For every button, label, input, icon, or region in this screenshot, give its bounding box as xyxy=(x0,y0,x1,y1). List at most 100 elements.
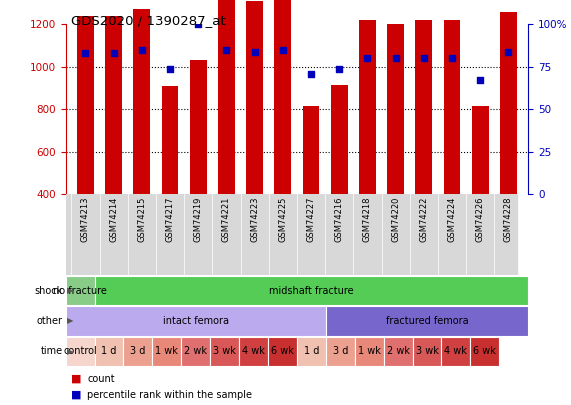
Bar xyxy=(326,307,528,335)
Text: 6 wk: 6 wk xyxy=(271,346,294,356)
Bar xyxy=(66,307,326,335)
Text: fractured femora: fractured femora xyxy=(385,316,468,326)
Point xyxy=(335,65,344,72)
Point xyxy=(307,70,316,77)
Text: intact femora: intact femora xyxy=(163,316,229,326)
Text: 2 wk: 2 wk xyxy=(387,346,409,356)
Bar xyxy=(444,105,460,279)
Point xyxy=(278,47,287,53)
Text: GSM74213: GSM74213 xyxy=(81,197,90,242)
Text: 4 wk: 4 wk xyxy=(242,346,265,356)
Text: ▶: ▶ xyxy=(67,316,73,326)
Text: shock: shock xyxy=(35,286,63,296)
Text: control: control xyxy=(63,346,97,356)
Bar xyxy=(326,337,355,366)
Text: count: count xyxy=(87,374,115,384)
Bar xyxy=(355,337,384,366)
Text: midshaft fracture: midshaft fracture xyxy=(269,286,353,296)
Bar xyxy=(162,86,179,194)
Bar xyxy=(415,20,432,194)
Text: GSM74218: GSM74218 xyxy=(363,197,372,242)
Bar xyxy=(218,39,235,279)
Text: ▶: ▶ xyxy=(67,347,73,356)
Text: GSM74220: GSM74220 xyxy=(391,197,400,242)
Bar xyxy=(472,106,489,194)
Point xyxy=(419,55,428,62)
Text: 4 wk: 4 wk xyxy=(444,346,467,356)
Text: GSM74214: GSM74214 xyxy=(109,197,118,242)
Bar xyxy=(239,337,268,366)
Text: GSM74222: GSM74222 xyxy=(419,197,428,242)
Bar xyxy=(134,9,150,194)
Bar xyxy=(268,337,297,366)
Bar xyxy=(415,105,432,279)
Text: 1 d: 1 d xyxy=(304,346,319,356)
Bar xyxy=(384,337,413,366)
Bar xyxy=(210,337,239,366)
Bar xyxy=(218,0,235,194)
Text: 1 wk: 1 wk xyxy=(358,346,381,356)
Point xyxy=(250,48,259,55)
Text: 3 d: 3 d xyxy=(332,346,348,356)
Text: GSM74228: GSM74228 xyxy=(504,197,513,242)
Text: ▶: ▶ xyxy=(67,286,73,295)
Bar xyxy=(246,1,263,194)
Bar xyxy=(471,337,499,366)
Text: no fracture: no fracture xyxy=(53,286,107,296)
Text: GSM74223: GSM74223 xyxy=(250,197,259,242)
Bar xyxy=(331,85,348,194)
Bar xyxy=(413,337,441,366)
Text: GSM74216: GSM74216 xyxy=(335,197,344,242)
Text: 3 wk: 3 wk xyxy=(416,346,439,356)
Text: 3 d: 3 d xyxy=(130,346,146,356)
Bar xyxy=(331,170,348,279)
Bar xyxy=(303,191,320,279)
Text: percentile rank within the sample: percentile rank within the sample xyxy=(87,390,252,400)
Bar xyxy=(66,276,95,305)
Point xyxy=(166,65,175,72)
Bar xyxy=(105,16,122,194)
Bar xyxy=(472,191,489,279)
Text: 2 wk: 2 wk xyxy=(184,346,207,356)
Bar xyxy=(105,101,122,279)
Text: 1 wk: 1 wk xyxy=(155,346,178,356)
Bar xyxy=(297,337,326,366)
Text: ■: ■ xyxy=(71,374,82,384)
Bar xyxy=(441,337,471,366)
Text: GSM74217: GSM74217 xyxy=(166,197,175,242)
Text: GSM74225: GSM74225 xyxy=(278,197,287,242)
Text: 6 wk: 6 wk xyxy=(473,346,496,356)
Text: GSM74224: GSM74224 xyxy=(448,197,457,242)
Point xyxy=(109,50,118,56)
Bar xyxy=(387,24,404,194)
Bar xyxy=(77,101,94,279)
Text: time: time xyxy=(41,346,63,356)
Point xyxy=(448,55,457,62)
Point xyxy=(391,55,400,62)
Point xyxy=(81,50,90,56)
Point xyxy=(363,55,372,62)
Text: GSM74227: GSM74227 xyxy=(307,197,316,242)
Bar xyxy=(387,109,404,279)
Bar xyxy=(303,106,320,194)
Point xyxy=(137,47,146,53)
Text: GSM74221: GSM74221 xyxy=(222,197,231,242)
Bar xyxy=(123,337,152,366)
Bar xyxy=(162,171,179,279)
Bar xyxy=(77,16,94,194)
Bar xyxy=(66,337,95,366)
Bar xyxy=(274,67,291,279)
Point xyxy=(476,77,485,84)
Bar xyxy=(359,20,376,194)
Bar xyxy=(500,96,517,279)
Bar xyxy=(134,94,150,279)
Bar xyxy=(152,337,182,366)
Bar xyxy=(190,60,207,194)
Bar xyxy=(190,145,207,279)
Text: GSM74215: GSM74215 xyxy=(137,197,146,242)
Text: other: other xyxy=(37,316,63,326)
Bar xyxy=(95,337,123,366)
Point xyxy=(194,21,203,28)
Text: 1 d: 1 d xyxy=(101,346,116,356)
Bar xyxy=(500,12,517,194)
